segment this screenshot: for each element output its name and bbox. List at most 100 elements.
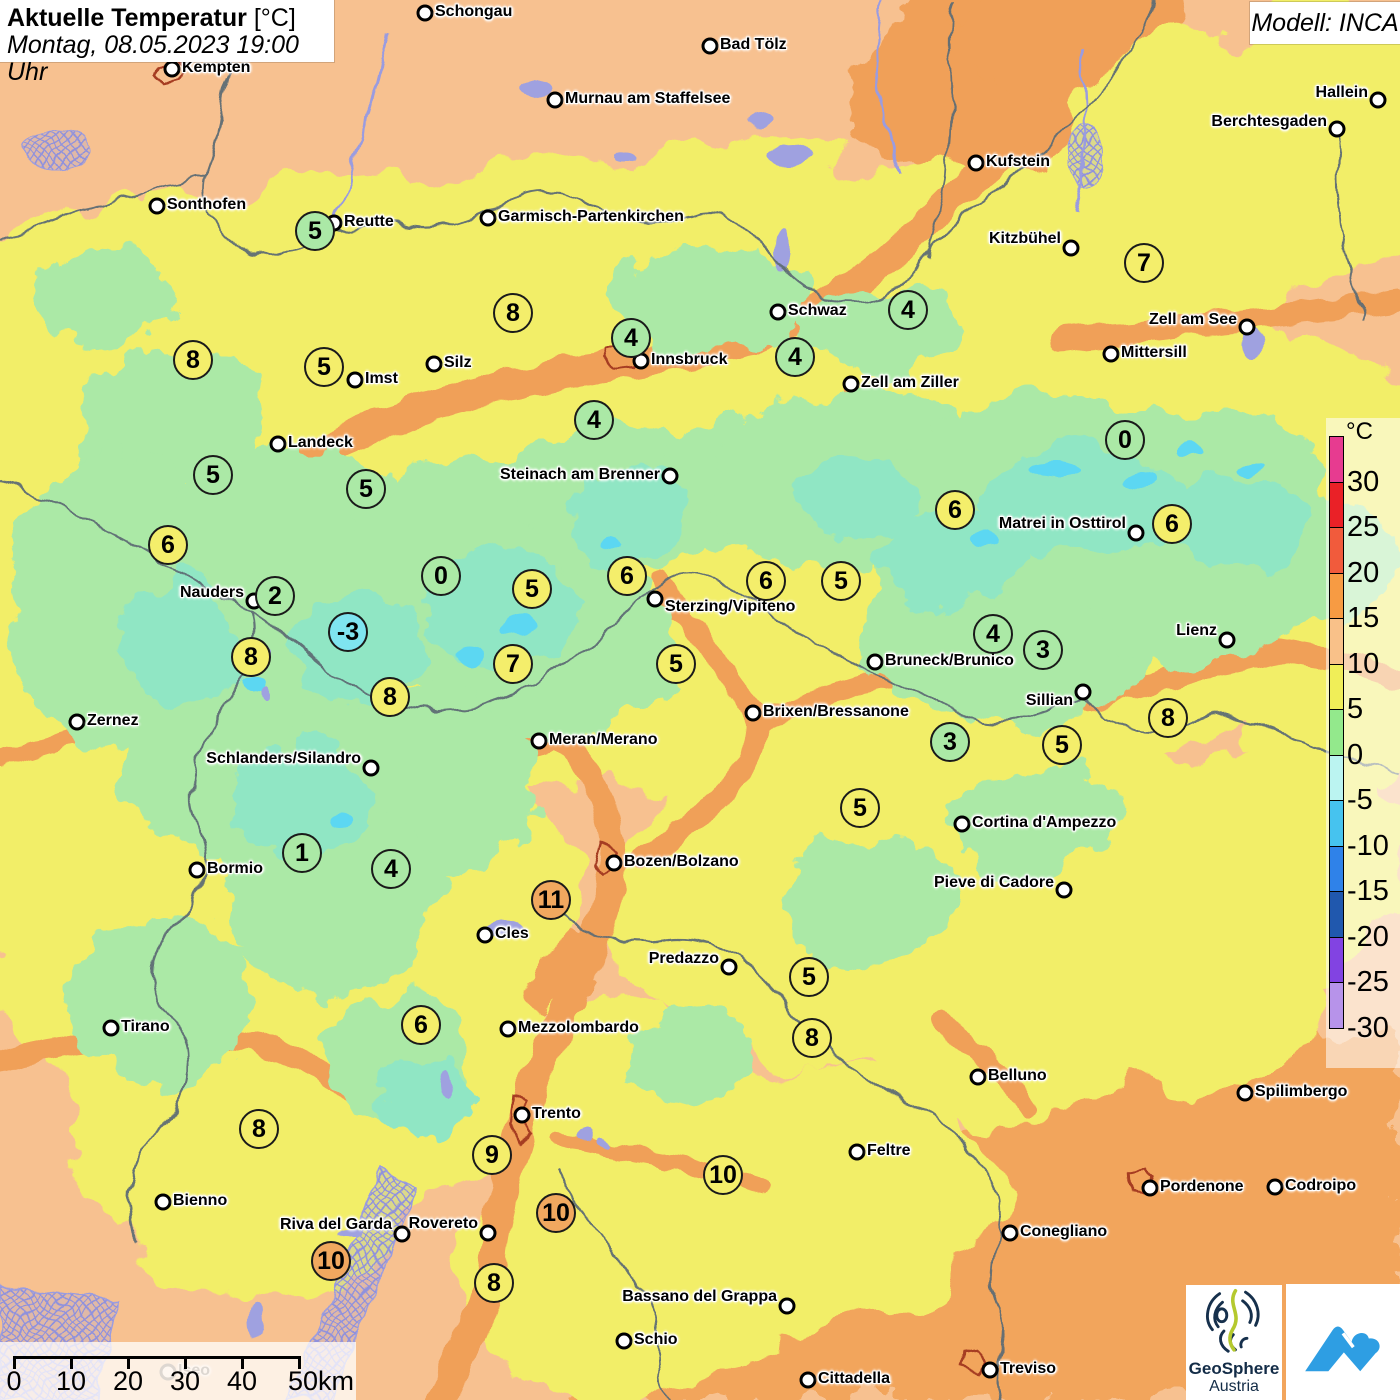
city-label: Pordenone [1160,1178,1244,1195]
partner-logo-box [1286,1284,1400,1400]
city-label: Kempten [182,59,251,76]
city-label: Conegliano [1020,1223,1108,1240]
city-dot-icon [163,60,181,78]
geosphere-logo-icon [1206,1288,1260,1353]
station-temperature-badge: 5 [295,211,335,251]
city-dot-icon [1062,239,1080,257]
legend-tick-label: 10 [1347,647,1380,680]
map-subtitle: Montag, 08.05.2023 19:00 Uhr [7,31,299,86]
station-temperature-badge: 2 [255,576,295,616]
scale-bar-line [13,1356,299,1359]
station-temperature-badge: 8 [792,1018,832,1058]
city-label: Nauders [179,584,244,601]
scale-bar-number: 50km [287,1366,355,1396]
station-temperature-badge: 8 [231,637,271,677]
city-label: Kitzbühel [989,230,1061,247]
city-dot-icon [148,197,166,215]
city-dot-icon [842,375,860,393]
station-temperature-badge: 5 [193,455,233,495]
city-dot-icon [1218,631,1236,649]
station-temperature-badge: 4 [775,337,815,377]
city-dot-icon [346,371,364,389]
legend-color-cell [1329,845,1344,893]
city-dot-icon [1102,345,1120,363]
station-temperature-badge: 8 [474,1263,514,1303]
legend-unit-label: °C [1346,418,1373,445]
station-temperature-badge: 10 [703,1155,743,1195]
legend-tick-label: 15 [1347,602,1380,634]
city-label: Cittadella [818,1370,891,1387]
station-temperature-badge: 6 [148,525,188,565]
city-dot-icon [1127,524,1145,542]
city-label: Imst [365,370,398,387]
city-dot-icon [1369,91,1387,109]
station-temperature-badge: 8 [1148,698,1188,738]
city-dot-icon [967,154,985,172]
legend-color-cell [1329,936,1344,984]
city-label: Lienz [1176,622,1217,639]
station-temperature-badge: 6 [607,556,647,596]
city-label: Matrei in Osttirol [998,515,1126,532]
city-dot-icon [154,1193,172,1211]
station-temperature-badge: 10 [536,1193,576,1233]
city-label: Silz [444,354,472,371]
scale-bar-tick [127,1356,130,1369]
city-label: Innsbruck [651,351,728,368]
city-label: Zernez [87,712,139,729]
legend-color-cell [1329,436,1344,483]
station-temperature-badge: 8 [493,293,533,333]
city-label: Schio [634,1331,678,1348]
temperature-legend: °C 30 25 20 15 10 5 0 -5 -10 -15 -20 -25 -30 [1326,418,1400,1068]
city-dot-icon [605,854,623,872]
city-label: Spilimbergo [1255,1083,1348,1100]
geosphere-logo-box: GeoSphere Austria [1186,1285,1282,1400]
title-unit: [°C] [246,4,296,32]
city-label: Schongau [435,3,513,20]
city-dot-icon [1328,120,1346,138]
city-dot-icon [1266,1178,1284,1196]
scale-bar-tick [298,1356,301,1369]
legend-color-cell [1329,618,1344,665]
city-dot-icon [1236,1084,1254,1102]
station-temperature-badge: 10 [311,1241,351,1281]
title-text: Aktuelle Temperatur [7,4,247,32]
legend-tick-label: 25 [1347,511,1380,543]
city-dot-icon [1141,1179,1159,1197]
city-dot-icon [269,435,287,453]
city-dot-icon [866,653,884,671]
city-label: Steinach am Brenner [499,466,660,483]
city-label: Riva del Garda [279,1216,392,1233]
city-label: Bienno [173,1192,228,1209]
city-dot-icon [393,1225,411,1243]
legend-color-cell [1329,527,1344,574]
city-label: Meran/Merano [549,731,658,748]
legend-color-cell [1329,572,1344,620]
legend-color-cell [1329,754,1344,802]
city-label: Predazzo [648,950,719,967]
legend-tick-label: 0 [1347,738,1364,771]
scale-bar-number: 0 [6,1366,22,1396]
city-dot-icon [769,303,787,321]
station-temperature-badge: 3 [930,722,970,762]
city-dot-icon [661,467,679,485]
city-dot-icon [969,1068,987,1086]
city-dot-icon [479,209,497,227]
city-dot-icon [1238,318,1256,336]
geosphere-logo-text: GeoSphere [1188,1359,1280,1378]
city-label: Pieve di Cadore [933,874,1054,891]
scale-bar-tick [241,1356,244,1369]
map-title: Aktuelle Temperatur [°C] [7,4,334,32]
scale-bar-number: 10 [55,1366,87,1396]
station-temperature-badge: 5 [821,561,861,601]
station-temperature-badge: 4 [611,318,651,358]
city-dot-icon [425,355,443,373]
city-dot-icon [530,732,548,750]
station-temperature-badge: 6 [401,1005,441,1045]
station-temperature-badge: 5 [789,957,829,997]
city-dot-icon [546,91,564,109]
legend-tick-label: -20 [1347,920,1389,953]
mountain-cloud-icon [1305,1326,1380,1372]
